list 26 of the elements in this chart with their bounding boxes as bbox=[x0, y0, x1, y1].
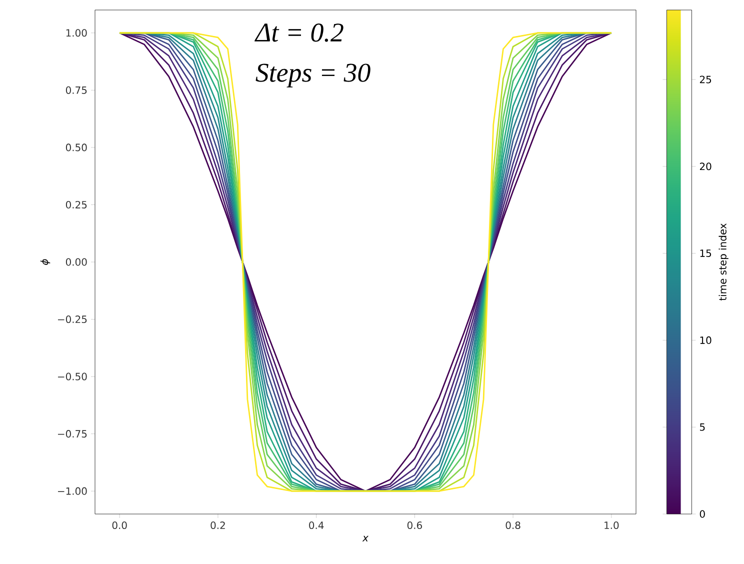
x-tick-label: 0.8 bbox=[506, 522, 520, 530]
x-tick-label: 1.0 bbox=[604, 522, 619, 530]
y-tick-label: −0.75 bbox=[58, 430, 87, 438]
y-tick-label: 0.25 bbox=[66, 200, 87, 208]
y-tick-label: 0.50 bbox=[66, 144, 87, 152]
color-bar-label: 5 bbox=[700, 423, 705, 431]
color-bar-title: time step index bbox=[718, 223, 728, 301]
y-tick-label: 0.75 bbox=[66, 86, 87, 94]
y-tick-label: −1.00 bbox=[58, 487, 87, 495]
y-axis-title: ϕ bbox=[40, 259, 50, 265]
annotation: Steps = 30 bbox=[256, 64, 370, 88]
color-bar-label: 0 bbox=[700, 510, 705, 518]
y-tick-label: 1.00 bbox=[66, 29, 87, 37]
y-tick-label: −0.50 bbox=[58, 372, 87, 380]
x-axis-title: x bbox=[362, 536, 369, 542]
color-bar-label: 20 bbox=[700, 162, 712, 170]
color-bar-label: 10 bbox=[700, 336, 712, 344]
y-tick-label: 0.00 bbox=[66, 258, 87, 266]
x-tick-label: 0.0 bbox=[112, 522, 127, 530]
y-tick-label: −0.25 bbox=[58, 315, 87, 324]
x-tick-label: 0.4 bbox=[309, 522, 324, 530]
annotation: Δt = 0.2 bbox=[254, 24, 344, 42]
color-bar-label: 25 bbox=[700, 76, 712, 84]
x-tick-label: 0.6 bbox=[407, 522, 422, 530]
x-tick-label: 0.2 bbox=[210, 522, 225, 530]
color-bar-label: 15 bbox=[700, 250, 712, 258]
